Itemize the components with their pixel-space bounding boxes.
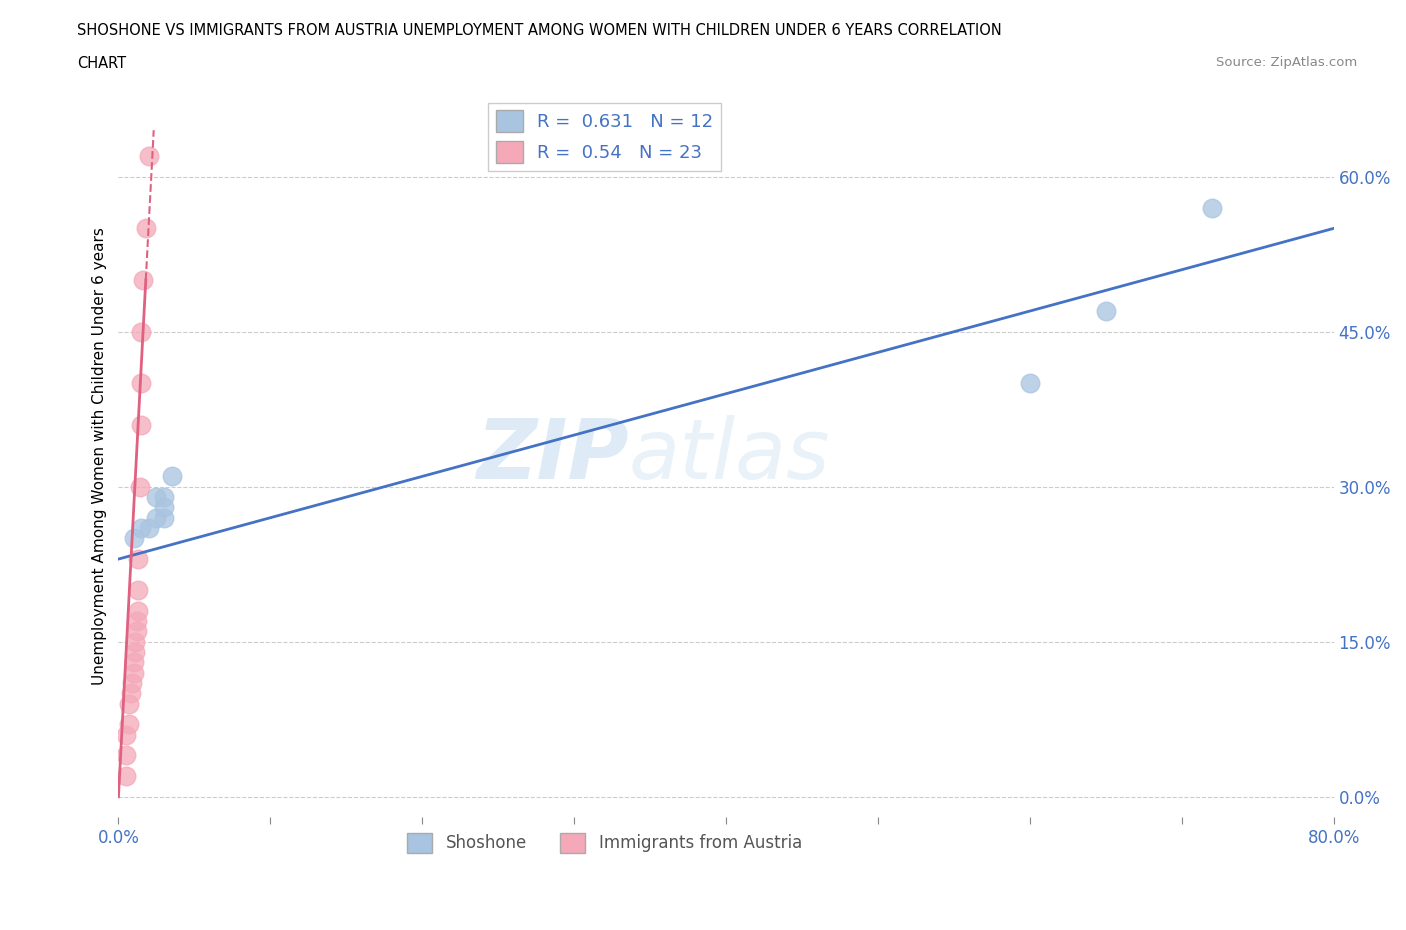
Legend: Shoshone, Immigrants from Austria: Shoshone, Immigrants from Austria xyxy=(401,826,808,859)
Point xyxy=(138,149,160,164)
Point xyxy=(120,686,142,701)
Point xyxy=(129,521,152,536)
Point xyxy=(115,748,138,763)
Point xyxy=(145,489,167,504)
Point xyxy=(124,644,146,659)
Point xyxy=(153,500,176,515)
Point xyxy=(125,614,148,629)
Point xyxy=(124,634,146,649)
Point xyxy=(1018,376,1040,391)
Point xyxy=(125,624,148,639)
Text: atlas: atlas xyxy=(628,415,831,497)
Text: ZIP: ZIP xyxy=(477,415,628,497)
Point xyxy=(128,479,150,494)
Y-axis label: Unemployment Among Women with Children Under 6 years: Unemployment Among Women with Children U… xyxy=(93,227,107,684)
Text: CHART: CHART xyxy=(77,56,127,71)
Point xyxy=(132,272,155,287)
Point xyxy=(153,511,176,525)
Point xyxy=(122,531,145,546)
Point xyxy=(160,469,183,484)
Point xyxy=(135,221,157,236)
Point xyxy=(121,675,143,690)
Point xyxy=(122,665,145,680)
Text: Source: ZipAtlas.com: Source: ZipAtlas.com xyxy=(1216,56,1357,69)
Text: SHOSHONE VS IMMIGRANTS FROM AUSTRIA UNEMPLOYMENT AMONG WOMEN WITH CHILDREN UNDER: SHOSHONE VS IMMIGRANTS FROM AUSTRIA UNEM… xyxy=(77,23,1002,38)
Point xyxy=(153,489,176,504)
Point xyxy=(118,697,141,711)
Point xyxy=(118,717,141,732)
Point xyxy=(129,325,152,339)
Point xyxy=(1201,200,1223,215)
Point xyxy=(115,727,138,742)
Point xyxy=(115,768,138,783)
Point xyxy=(129,376,152,391)
Point xyxy=(127,551,149,566)
Point xyxy=(145,511,167,525)
Point xyxy=(138,521,160,536)
Point xyxy=(122,655,145,670)
Point xyxy=(129,418,152,432)
Point xyxy=(127,582,149,597)
Point xyxy=(1094,303,1116,318)
Point xyxy=(127,604,149,618)
